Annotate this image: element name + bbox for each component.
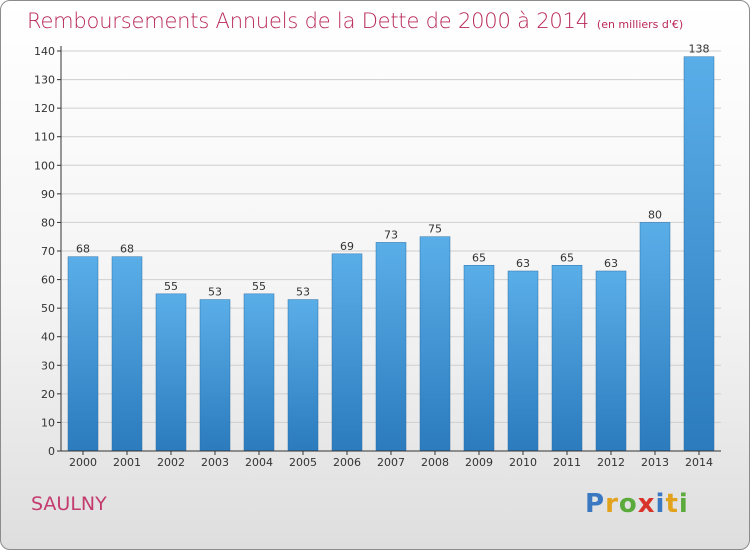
x-tick-label: 2005: [289, 456, 317, 469]
bar: [243, 293, 275, 452]
chart-unit-note: (en milliers d'€): [596, 18, 684, 31]
x-tick-label: 2003: [201, 456, 229, 469]
axes: 0 10 20 30 40 50 60 70 80 90 100 110 120 130 140 2000 20…: [34, 45, 721, 469]
bar: [287, 299, 319, 452]
y-tick-label: 10: [41, 416, 55, 429]
y-tick-label: 130: [34, 74, 55, 87]
value-label: 63: [516, 257, 530, 270]
value-label: 53: [296, 286, 310, 299]
y-tick-label: 90: [41, 188, 55, 201]
x-tick-label: 2008: [421, 456, 449, 469]
bars: [67, 56, 715, 452]
x-tick-label: 2006: [333, 456, 361, 469]
y-tick-label: 110: [34, 131, 55, 144]
bar: [331, 253, 363, 452]
logo-letter: x: [637, 489, 656, 519]
logo-letter: i: [655, 489, 666, 519]
x-tick-label: 2012: [597, 456, 625, 469]
x-tick-label: 2013: [641, 456, 669, 469]
y-tick-label: 80: [41, 216, 55, 229]
proxiti-logo: Proxiti: [585, 489, 689, 519]
y-tick-label: 30: [41, 359, 55, 372]
value-label: 68: [120, 243, 134, 256]
value-label: 65: [560, 251, 574, 264]
y-tick-label: 50: [41, 302, 55, 315]
bar: [199, 299, 231, 452]
bar: [67, 256, 99, 452]
x-tick-label: 2000: [69, 456, 97, 469]
value-label: 80: [648, 208, 662, 221]
chart-title-text: Remboursements Annuels de la Dette de 20…: [27, 9, 589, 33]
x-tick-label: 2004: [245, 456, 273, 469]
bar: [551, 265, 583, 452]
value-label: 63: [604, 257, 618, 270]
y-tick-label: 70: [41, 245, 55, 258]
commune-name: SAULNY: [31, 493, 107, 515]
bar: [595, 270, 627, 452]
logo-letter: r: [605, 489, 619, 519]
bar: [463, 265, 495, 452]
value-label: 55: [252, 280, 266, 293]
value-label: 69: [340, 240, 354, 253]
value-label: 55: [164, 280, 178, 293]
logo-letter: P: [585, 489, 606, 519]
bar: [155, 293, 187, 452]
value-label: 65: [472, 251, 486, 264]
logo-letter: t: [665, 489, 679, 519]
value-label: 68: [76, 243, 90, 256]
x-tick-label: 2001: [113, 456, 141, 469]
x-tick-label: 2010: [509, 456, 537, 469]
y-tick-label: 40: [41, 331, 55, 344]
bar: [639, 222, 671, 452]
bar: [419, 236, 451, 452]
y-tick-label: 100: [34, 159, 55, 172]
y-tick-label: 120: [34, 102, 55, 115]
bar: [507, 270, 539, 452]
data-labels: 68 68 55 53 55 53 69 73 75 65 63 65 63 80 138: [76, 43, 710, 299]
y-tick-label: 140: [34, 45, 55, 58]
value-label: 138: [689, 43, 710, 56]
y-tick-label: 0: [48, 445, 55, 458]
bar: [683, 56, 715, 452]
chart-title: Remboursements Annuels de la Dette de 20…: [27, 9, 683, 33]
x-tick-label: 2011: [553, 456, 581, 469]
value-label: 75: [428, 223, 442, 236]
x-tick-label: 2009: [465, 456, 493, 469]
x-tick-label: 2014: [685, 456, 713, 469]
y-tick-label: 60: [41, 274, 55, 287]
x-tick-label: 2007: [377, 456, 405, 469]
x-tick-label: 2002: [157, 456, 185, 469]
bar: [111, 256, 143, 452]
logo-letter: i: [678, 489, 689, 519]
logo-letter: o: [618, 489, 638, 519]
value-label: 73: [384, 228, 398, 241]
value-label: 53: [208, 286, 222, 299]
bar: [375, 242, 407, 452]
y-tick-label: 20: [41, 388, 55, 401]
